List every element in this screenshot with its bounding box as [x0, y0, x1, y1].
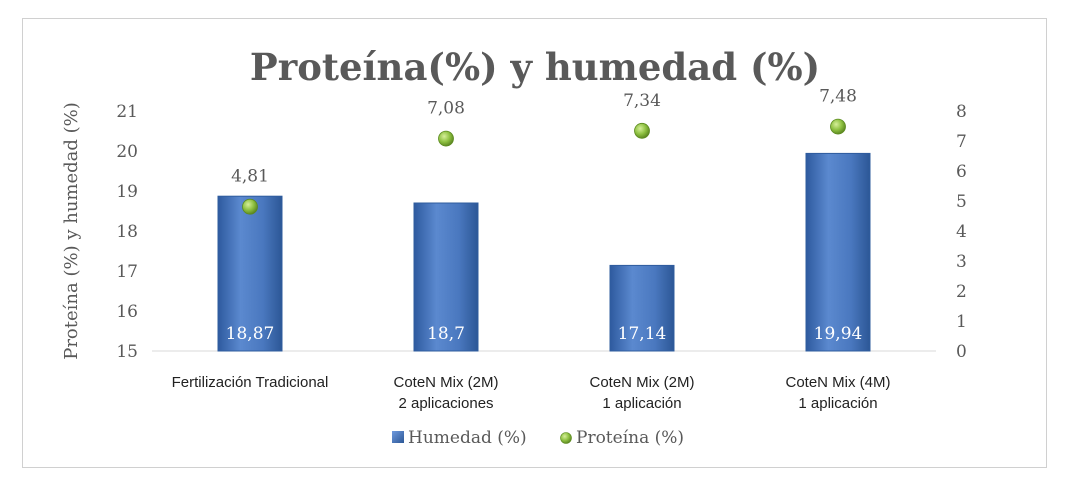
point-value-label: 7,34	[623, 91, 661, 111]
point-proteina	[634, 122, 650, 139]
y2-tick-label: 2	[956, 282, 967, 302]
x-category-label: CoteN Mix (2M)	[393, 374, 498, 391]
y2-tick-label: 1	[956, 312, 967, 332]
x-category-label: 2 aplicaciones	[398, 395, 493, 412]
point-value-label: 4,81	[231, 167, 269, 187]
bar-value-label: 17,14	[618, 324, 667, 344]
y-tick-label: 18	[116, 222, 138, 242]
x-category-label: Fertilización Tradicional	[172, 374, 329, 391]
y2-tick-label: 3	[956, 252, 967, 272]
bar-humedad	[609, 264, 675, 352]
legend-label-humedad: Humedad (%)	[408, 428, 527, 448]
x-category-label: CoteN Mix (2M)	[589, 374, 694, 391]
y-tick-label: 16	[116, 302, 138, 322]
y2-tick-label: 8	[956, 102, 967, 122]
bar-humedad	[413, 202, 479, 352]
y-tick-label: 17	[116, 262, 138, 282]
y-axis-label: Proteína (%) y humedad (%)	[61, 102, 82, 360]
bar-humedad	[805, 152, 871, 352]
chart-frame	[22, 18, 1047, 468]
y-tick-label: 15	[116, 342, 138, 362]
bar-value-label: 19,94	[814, 324, 863, 344]
y2-tick-label: 4	[956, 222, 967, 242]
legend-swatch-proteina	[560, 432, 572, 444]
bar-humedad	[217, 195, 283, 352]
y2-tick-label: 0	[956, 342, 967, 362]
y-tick-label: 20	[116, 142, 138, 162]
chart-title: Proteína(%) y humedad (%)	[250, 45, 820, 89]
bar-value-label: 18,7	[427, 324, 465, 344]
legend-swatch-humedad	[392, 431, 404, 443]
point-proteina	[830, 118, 846, 135]
x-category-label: 1 aplicación	[798, 395, 877, 412]
legend-label-proteina: Proteína (%)	[576, 428, 684, 448]
y-tick-label: 21	[116, 102, 138, 122]
point-proteina	[242, 198, 258, 215]
y2-tick-label: 7	[956, 132, 967, 152]
x-category-label: CoteN Mix (4M)	[785, 374, 890, 391]
point-value-label: 7,48	[819, 87, 857, 107]
point-value-label: 7,08	[427, 99, 465, 119]
bar-value-label: 18,87	[226, 324, 275, 344]
y2-tick-label: 6	[956, 162, 967, 182]
point-proteina	[438, 130, 454, 147]
y2-tick-label: 5	[956, 192, 967, 212]
x-category-label: 1 aplicación	[602, 395, 681, 412]
y-tick-label: 19	[116, 182, 138, 202]
